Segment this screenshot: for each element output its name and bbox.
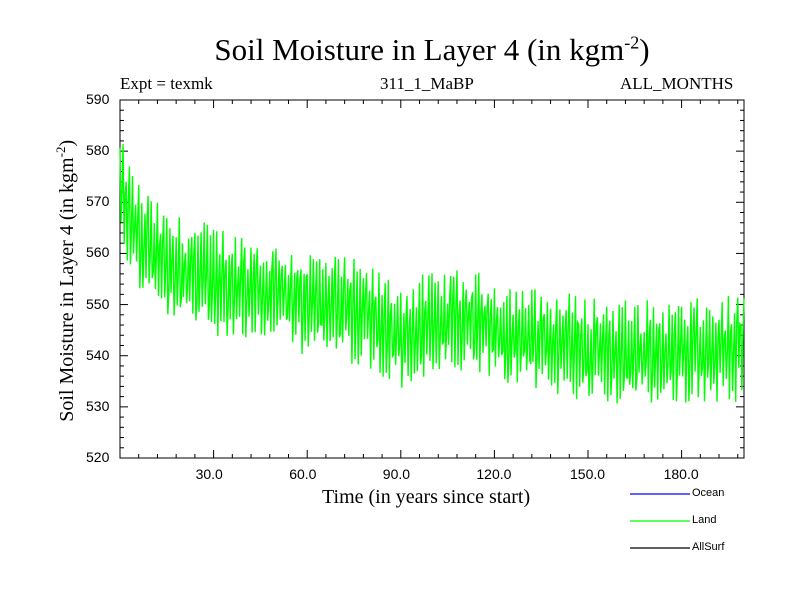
y-tick-label: 550 <box>86 295 110 312</box>
x-tick-label: 30.0 <box>195 466 223 482</box>
x-ticks <box>119 100 739 458</box>
period-label: 311_1_MaBP <box>380 74 474 93</box>
y-tick-label: 530 <box>86 397 110 414</box>
title-superscript: -2 <box>624 32 640 53</box>
y-tick-label: 560 <box>86 244 110 261</box>
y-tick-label: 580 <box>86 142 110 159</box>
y-axis-label: Soil Moisture in Layer 4 (in kgm-2) <box>53 139 78 422</box>
x-tick-label: 120.0 <box>476 466 512 482</box>
x-tick-label: 60.0 <box>289 466 317 482</box>
y-tick-label: 590 <box>86 91 110 107</box>
legend-label-land: Land <box>692 514 717 526</box>
y-tick-label: 540 <box>86 346 110 363</box>
ylabel-superscript: -2 <box>53 146 69 158</box>
land-series-line <box>119 144 745 404</box>
chart-title: Soil Moisture in Layer 4 (in kgm-2) <box>214 32 650 67</box>
x-axis-label: Time (in years since start) <box>322 486 531 508</box>
x-tick-label: 180.0 <box>663 466 699 482</box>
x-tick-label: 150.0 <box>570 466 606 482</box>
legend-label-ocean: Ocean <box>692 487 725 499</box>
experiment-label: Expt = texmk <box>120 74 213 93</box>
plot-frame <box>119 99 745 459</box>
x-tick-label: 90.0 <box>382 466 411 482</box>
legend-label-allsurf: AllSurf <box>692 541 725 553</box>
y-tick-label: 570 <box>86 193 110 210</box>
legend-lines <box>630 493 690 549</box>
months-label: ALL_MONTHS <box>620 74 734 93</box>
y-tick-label: 520 <box>86 449 110 465</box>
